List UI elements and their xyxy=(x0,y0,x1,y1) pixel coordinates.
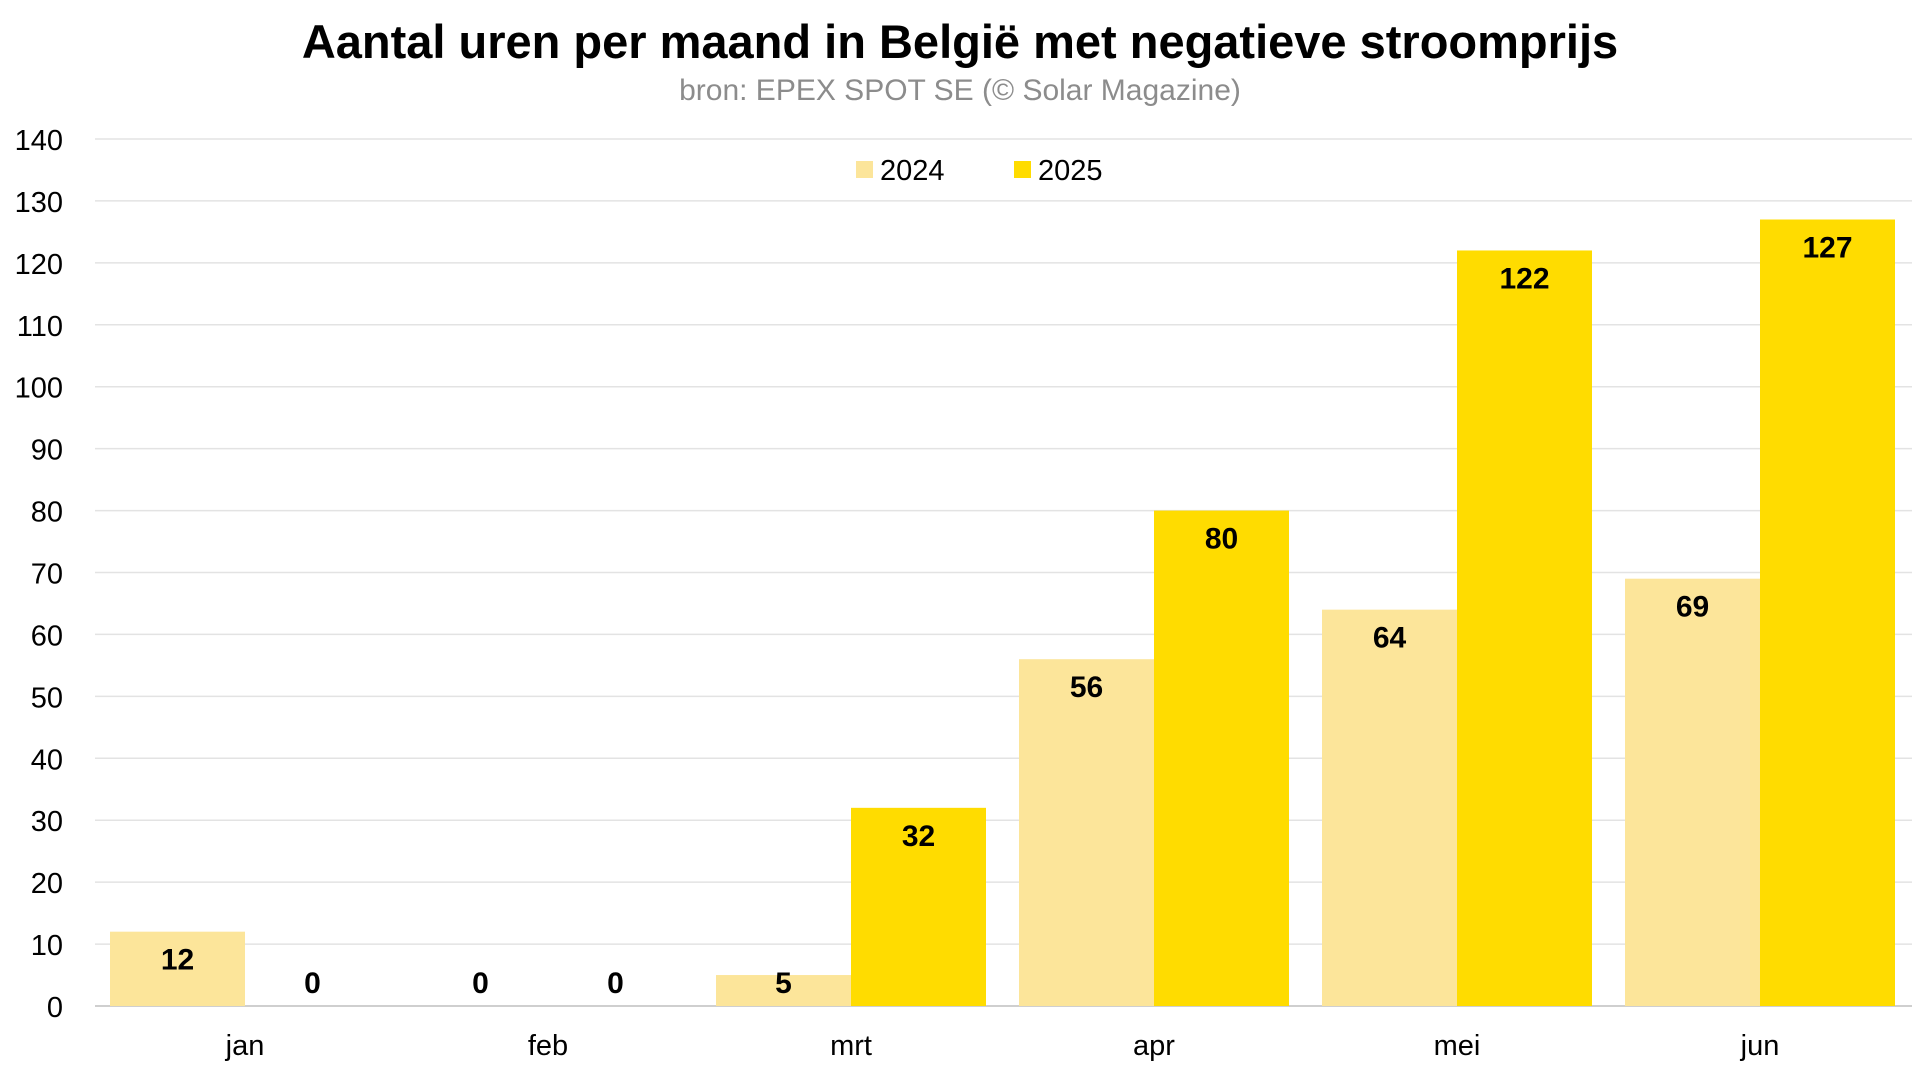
data-label: 32 xyxy=(902,820,935,853)
chart-title: Aantal uren per maand in België met nega… xyxy=(301,15,1619,68)
y-tick-label: 60 xyxy=(31,620,63,652)
bars xyxy=(110,219,1895,1006)
legend-label: 2025 xyxy=(1038,155,1103,187)
data-labels: 12 0 0 0 5 32 56 80 64 122 69 127 xyxy=(161,232,1853,1000)
y-tick-label: 80 xyxy=(31,497,63,529)
x-tick-label: mrt xyxy=(830,1030,872,1062)
legend-swatch-2024 xyxy=(856,161,873,178)
data-label: 56 xyxy=(1070,671,1103,704)
y-tick-label: 50 xyxy=(31,682,63,714)
legend-label: 2024 xyxy=(880,155,945,187)
y-tick-label: 100 xyxy=(15,373,63,405)
data-label: 80 xyxy=(1205,523,1238,556)
y-tick-label: 90 xyxy=(31,435,63,467)
bar-2024-jan xyxy=(110,931,245,1006)
data-label: 64 xyxy=(1373,622,1407,655)
y-axis-tick-labels: 0 10 20 30 40 50 60 70 80 90 100 110 120 130 140 xyxy=(15,125,63,1024)
chart-subtitle: bron: EPEX SPOT SE (© Solar Magazine) xyxy=(679,74,1241,107)
y-tick-label: 110 xyxy=(17,311,63,343)
gridlines xyxy=(95,138,1912,1007)
y-tick-label: 40 xyxy=(31,744,63,776)
data-label: 0 xyxy=(304,967,321,1000)
bar-2025-apr xyxy=(1154,510,1289,1006)
data-label: 122 xyxy=(1499,262,1549,295)
y-tick-label: 30 xyxy=(31,806,63,838)
y-tick-label: 0 xyxy=(47,992,63,1024)
y-tick-label: 70 xyxy=(31,559,63,591)
x-tick-label: mei xyxy=(1434,1030,1481,1062)
bar-2025-mrt xyxy=(851,807,986,1006)
data-label: 0 xyxy=(472,967,489,1000)
data-label: 5 xyxy=(775,967,792,1000)
x-tick-label: jan xyxy=(225,1030,265,1062)
y-tick-label: 130 xyxy=(15,187,63,219)
bar-2025-jun xyxy=(1760,219,1895,1006)
bar-2024-jun xyxy=(1625,578,1760,1006)
x-axis-tick-labels: jan feb mrt apr mei jun xyxy=(225,1030,1780,1062)
x-tick-label: apr xyxy=(1133,1030,1175,1062)
bar-2024-mei xyxy=(1322,609,1457,1006)
legend-swatch-2025 xyxy=(1014,161,1031,178)
y-tick-label: 20 xyxy=(31,868,63,900)
data-label: 12 xyxy=(161,944,194,977)
data-label: 0 xyxy=(607,967,624,1000)
data-label: 127 xyxy=(1802,232,1852,265)
x-tick-label: feb xyxy=(528,1030,568,1062)
data-label: 69 xyxy=(1676,591,1709,624)
bar-2024-apr xyxy=(1019,659,1154,1006)
legend: 2024 2025 xyxy=(856,155,1103,187)
y-tick-label: 140 xyxy=(15,125,63,157)
y-tick-label: 10 xyxy=(31,930,63,962)
bar-2025-mei xyxy=(1457,250,1592,1006)
y-tick-label: 120 xyxy=(15,249,63,281)
bar-2024-mrt xyxy=(716,975,851,1006)
x-tick-label: jun xyxy=(1740,1030,1780,1062)
